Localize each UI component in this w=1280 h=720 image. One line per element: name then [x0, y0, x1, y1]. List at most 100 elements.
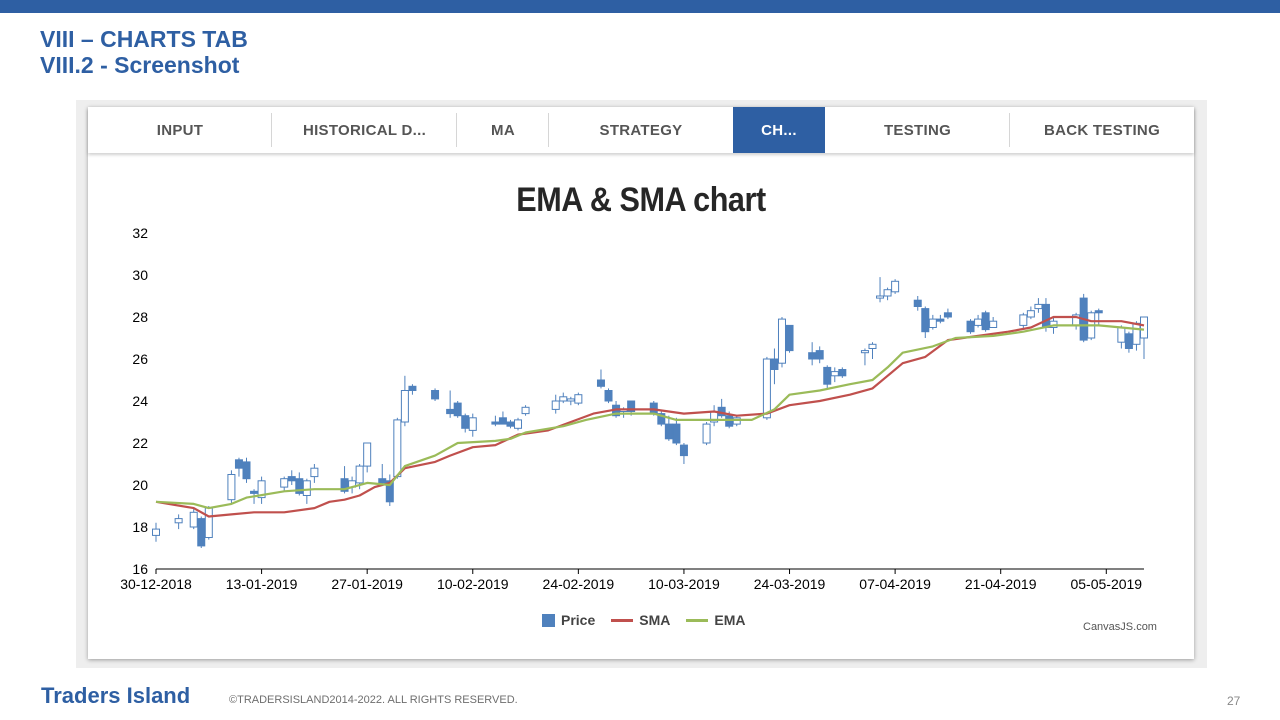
candle-body — [770, 358, 779, 370]
candle-body — [838, 369, 847, 377]
x-tick-label: 10-03-2019 — [648, 576, 720, 592]
tab-strategy[interactable]: STRATEGY — [599, 121, 683, 139]
candle-body — [446, 408, 455, 415]
page-number: 27 — [1227, 694, 1241, 708]
y-tick-label: 22 — [132, 435, 148, 451]
candle-body — [657, 413, 666, 425]
sma-line — [155, 315, 1145, 518]
candle-body — [868, 343, 877, 350]
y-tick-label: 24 — [132, 393, 148, 409]
tab-bar: INPUT HISTORICAL D... MA STRATEGY CH... … — [88, 107, 1194, 153]
tab-ma[interactable]: MA — [457, 107, 549, 153]
candle-body — [1034, 303, 1043, 310]
legend-label-ema: EMA — [714, 612, 746, 628]
candle-body — [204, 507, 213, 539]
candle-body — [966, 320, 975, 333]
ema-line — [155, 324, 1145, 510]
x-tick-label: 10-02-2019 — [437, 576, 509, 592]
candle-body — [1094, 310, 1103, 314]
candle-body — [453, 402, 462, 417]
candle-body — [355, 465, 364, 484]
canvasjs-credit-link[interactable]: CanvasJS.com — [1083, 621, 1157, 633]
candle-body — [363, 442, 372, 467]
app-window: INPUT HISTORICAL D... MA STRATEGY CH... … — [88, 107, 1194, 659]
candle-body — [348, 480, 357, 488]
y-tick-label: 16 — [132, 561, 148, 577]
candle-body — [604, 390, 613, 402]
candle-body — [1019, 314, 1028, 326]
candle-body — [679, 444, 688, 457]
footer-copyright: ©TRADERSISLAND2014-2022. ALL RIGHTS RESE… — [229, 694, 518, 706]
legend-label-price: Price — [561, 612, 596, 628]
candle-body — [808, 352, 817, 360]
candle-body — [732, 417, 741, 425]
candle-body — [498, 417, 507, 425]
candle-body — [431, 390, 440, 400]
x-tick-label: 24-02-2019 — [543, 576, 615, 592]
candle-body — [287, 476, 296, 482]
candle-body — [1140, 316, 1148, 339]
candle-body — [943, 312, 952, 318]
legend-swatch-price — [542, 613, 555, 627]
candle-body — [936, 318, 945, 322]
candle-body — [234, 459, 243, 469]
legend-item-price[interactable]: Price — [542, 612, 595, 628]
candle-body — [491, 421, 500, 425]
x-tick-label: 21-04-2019 — [965, 576, 1037, 592]
candle-body — [408, 385, 417, 391]
legend-item-sma[interactable]: SMA — [611, 612, 670, 628]
tab-historical-data[interactable]: HISTORICAL D... — [272, 107, 457, 153]
candle-body — [823, 366, 832, 385]
y-tick-label: 28 — [132, 309, 148, 325]
candle-body — [725, 415, 734, 427]
x-tick-label: 13-01-2019 — [226, 576, 298, 592]
candle-body — [378, 478, 387, 484]
top-accent-bar — [0, 0, 1280, 13]
y-tick-label: 26 — [132, 351, 148, 367]
candle-body — [815, 350, 824, 360]
y-tick-label: 30 — [132, 267, 148, 283]
candle-body — [1049, 320, 1058, 328]
candle-body — [280, 478, 289, 488]
candle-body — [257, 480, 266, 499]
tab-testing[interactable]: TESTING — [825, 107, 1010, 153]
candle-body — [702, 423, 711, 444]
candle-body — [514, 419, 523, 429]
tab-charts[interactable]: CH... — [733, 107, 825, 153]
candle-body — [1026, 310, 1035, 318]
candle-body — [921, 308, 930, 333]
candle-body — [468, 417, 477, 431]
candle-body — [672, 423, 681, 444]
candle-body — [197, 518, 206, 547]
candle-body — [883, 289, 892, 297]
candle-body — [521, 406, 530, 415]
candle-body — [174, 518, 183, 524]
candle-body — [627, 400, 636, 412]
candle-body — [302, 480, 311, 496]
candle-body — [566, 398, 575, 402]
candle-body — [830, 371, 839, 377]
candle-body — [619, 408, 628, 412]
candle-body — [981, 312, 990, 331]
candle-body — [1041, 303, 1050, 328]
candle-body — [1124, 333, 1133, 350]
candle-body — [393, 419, 402, 478]
candle-body — [785, 324, 794, 352]
legend-item-ema[interactable]: EMA — [686, 612, 746, 628]
candle-body — [876, 295, 885, 299]
tab-back-testing[interactable]: BACK TESTING — [1043, 121, 1161, 139]
legend-label-sma: SMA — [639, 612, 671, 628]
candle-body — [717, 406, 726, 417]
candle-body — [596, 379, 605, 387]
candle-body — [1117, 327, 1126, 343]
candle-body — [664, 423, 673, 440]
candle-body — [1072, 314, 1081, 326]
candle-body — [385, 480, 394, 503]
candle-body — [913, 299, 922, 307]
candle-body — [400, 390, 409, 423]
x-tick-label: 24-03-2019 — [754, 576, 826, 592]
slide-heading-subsection: VIII.2 - Screenshot — [40, 52, 240, 78]
candle-body — [710, 411, 719, 423]
tab-input[interactable]: INPUT — [88, 107, 272, 153]
y-tick-label: 20 — [132, 477, 148, 493]
